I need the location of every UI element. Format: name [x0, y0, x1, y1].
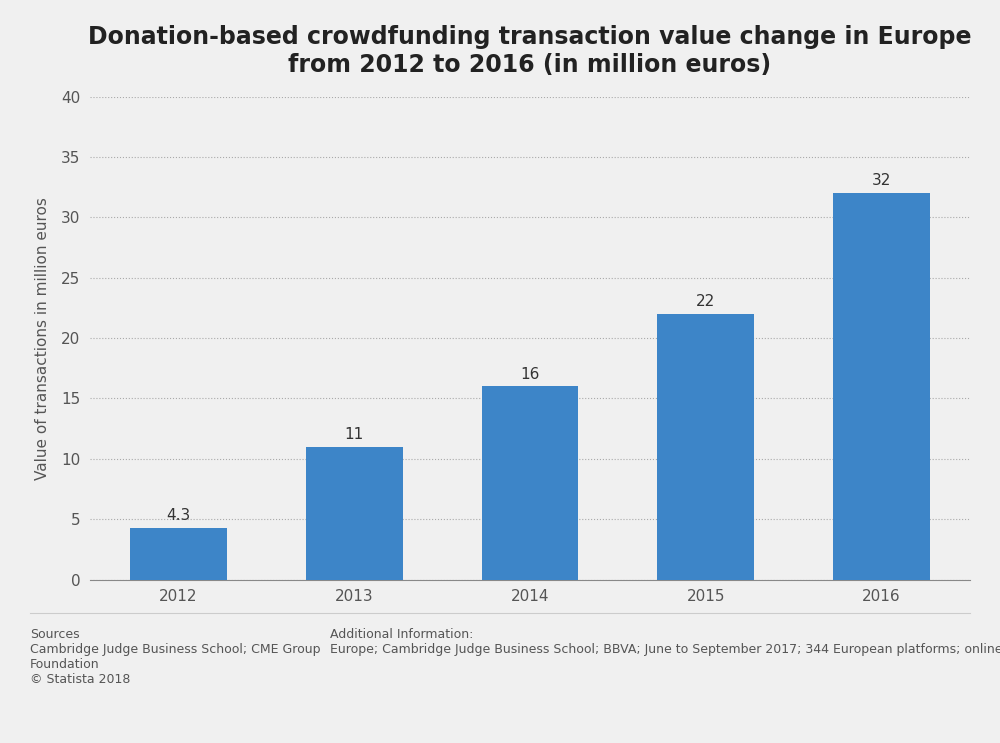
Y-axis label: Value of transactions in million euros: Value of transactions in million euros	[35, 197, 50, 479]
Text: 16: 16	[520, 366, 540, 382]
Text: 32: 32	[872, 173, 891, 189]
Bar	[130, 528, 227, 580]
Title: Donation-based crowdfunding transaction value change in Europe
from 2012 to 2016: Donation-based crowdfunding transaction …	[88, 25, 972, 77]
Bar	[482, 386, 578, 580]
Text: Additional Information:
Europe; Cambridge Judge Business School; BBVA; June to S: Additional Information: Europe; Cambridg…	[330, 628, 1000, 656]
Text: 11: 11	[345, 427, 364, 442]
Bar	[833, 193, 930, 580]
Bar	[657, 314, 754, 580]
Text: 22: 22	[696, 294, 715, 309]
Text: Sources
Cambridge Judge Business School; CME Group
Foundation
© Statista 2018: Sources Cambridge Judge Business School;…	[30, 628, 320, 686]
Text: 4.3: 4.3	[166, 507, 190, 523]
Bar	[306, 447, 403, 580]
